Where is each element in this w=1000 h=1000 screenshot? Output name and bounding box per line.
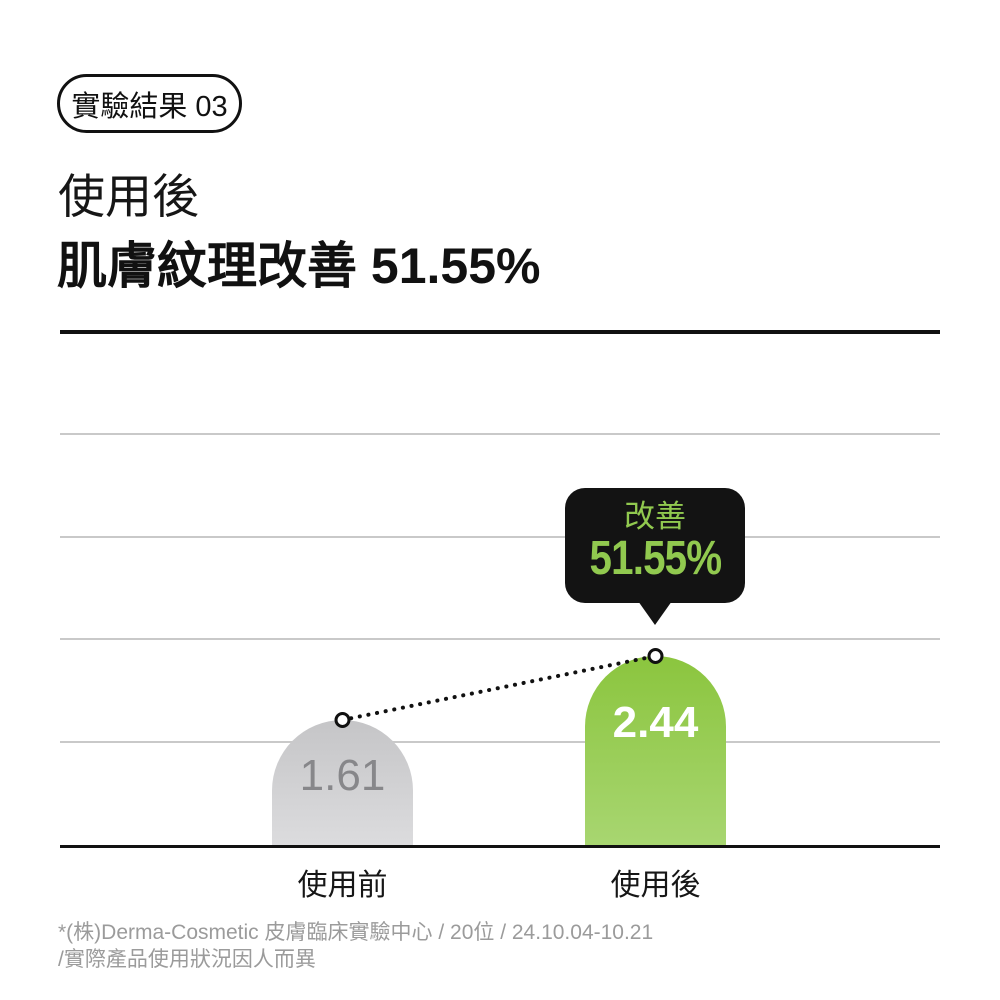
improvement-callout-bubble: 改善 51.55%	[565, 488, 745, 625]
title-line-2: 肌膚紋理改善 51.55%	[57, 238, 541, 294]
badge-label: 實驗結果 03	[71, 90, 228, 123]
bar-value-before: 1.61	[299, 751, 386, 800]
gridline	[60, 536, 940, 538]
gridline	[60, 433, 940, 435]
gridline	[60, 741, 940, 743]
footnote-line-1: *(株)Derma-Cosmetic 皮膚臨床實驗中心 / 20位 / 24.1…	[58, 921, 654, 944]
bar-before-use: 1.61	[272, 720, 413, 846]
bar-after-use: 2.44	[585, 656, 726, 846]
x-label-after: 使用後	[610, 869, 701, 902]
footnote-line-2: /實際產品使用狀況因人而異	[58, 948, 316, 971]
gridline	[60, 638, 940, 640]
bar-value-after: 2.44	[612, 698, 699, 747]
improvement-value: 51.55%	[589, 532, 722, 585]
x-label-before: 使用前	[297, 869, 388, 902]
improvement-label: 改善	[624, 499, 686, 534]
title-divider-line	[60, 330, 940, 334]
title-line-1: 使用後	[58, 170, 199, 223]
experiment-result-badge: 實驗結果 03	[57, 74, 242, 133]
footnote: *(株)Derma-Cosmetic 皮膚臨床實驗中心 / 20位 / 24.1…	[58, 919, 653, 973]
chart-baseline	[60, 845, 940, 848]
